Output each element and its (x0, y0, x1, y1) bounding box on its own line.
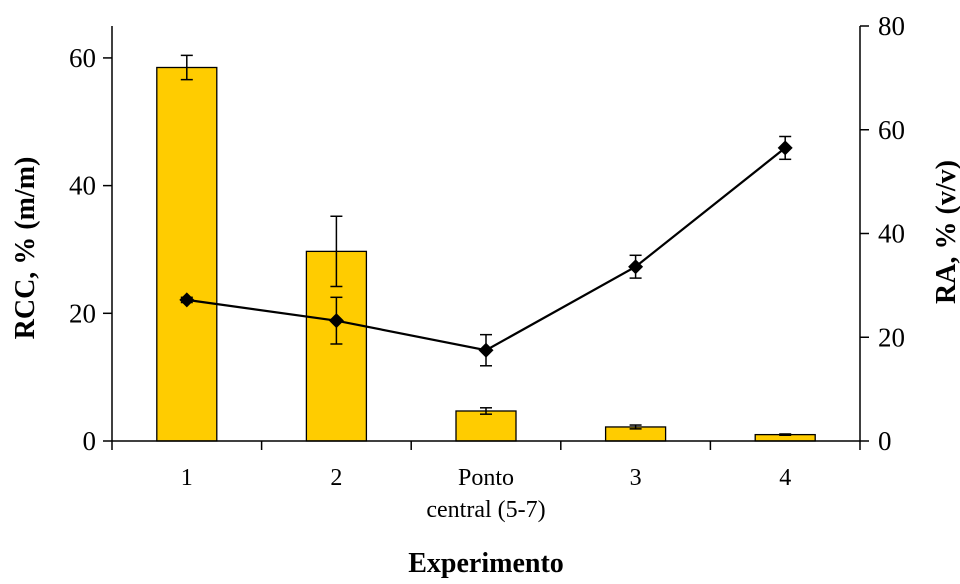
bar-error-5 (779, 433, 792, 437)
line-point-3 (478, 342, 494, 358)
y-right-tick-label: 80 (878, 11, 905, 41)
bar-3 (455, 410, 517, 442)
x-category-label: 3 (630, 465, 642, 491)
y-left-tick-label: 20 (69, 298, 96, 328)
line-point-4 (628, 259, 644, 275)
bar-series (156, 66, 816, 442)
y-right-tick-label: 40 (878, 219, 905, 249)
x-category-label: Ponto (458, 465, 514, 491)
y-axis-left-title: RCC, % (m/m) (10, 157, 41, 340)
x-category-label: 4 (779, 465, 791, 491)
y-right-tick-label: 20 (878, 322, 905, 352)
axes: 0 20 40 60 0 20 40 60 80 1 2 Ponto central (5-7) 3 4 (69, 11, 905, 523)
line-series (179, 135, 793, 367)
y-right-tick-label: 0 (878, 426, 892, 456)
y-right-tick-label: 60 (878, 115, 905, 145)
y-left-tick-label: 60 (69, 43, 96, 73)
bar-error-3 (480, 407, 492, 415)
y-left-tick-label: 0 (83, 426, 97, 456)
y-left-tick-label: 40 (69, 171, 96, 201)
y-axis-right-title: RA, % (v/v) (931, 160, 960, 304)
line-point-1 (179, 292, 195, 308)
x-category-label: central (5-7) (426, 497, 545, 523)
line-point-2 (328, 313, 344, 329)
bar-error-1 (180, 54, 193, 81)
line-path (186, 147, 786, 352)
bar-error-4 (629, 424, 642, 430)
x-category-label: 2 (330, 465, 342, 491)
bar-error-2 (330, 215, 343, 288)
line-point-5 (777, 140, 793, 156)
x-axis-title: Experimento (408, 548, 564, 579)
bar-1 (156, 66, 218, 442)
bar-error-bars (180, 54, 792, 437)
x-category-label: 1 (181, 465, 193, 491)
